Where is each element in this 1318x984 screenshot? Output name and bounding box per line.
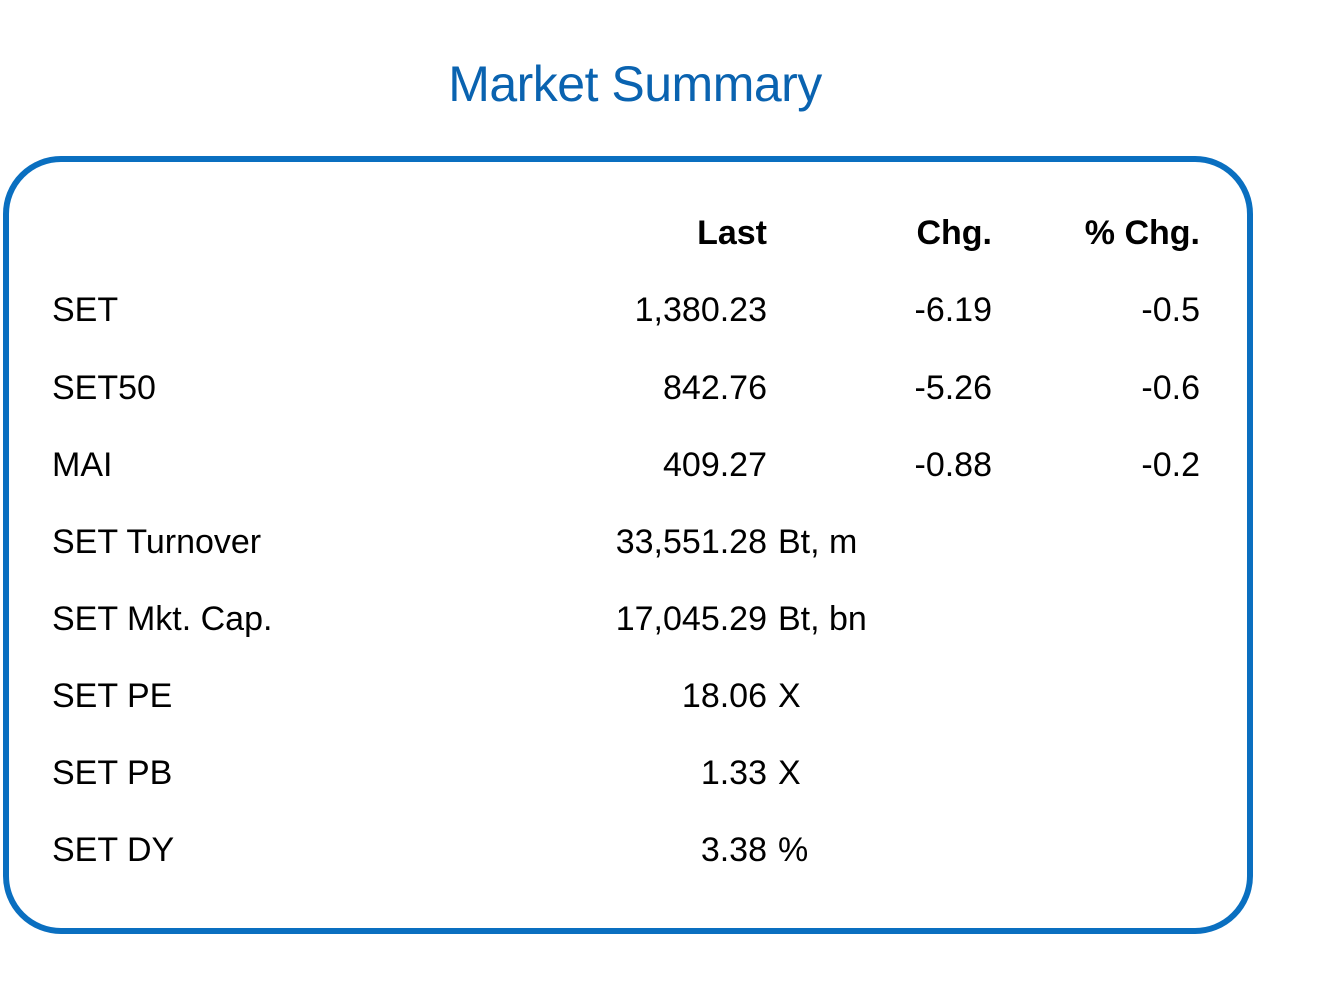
page-title: Market Summary (448, 56, 822, 112)
stat-name: SET PE (52, 677, 173, 715)
stat-unit: X (778, 754, 801, 792)
index-pct-chg: -0.5 (1141, 291, 1200, 329)
stat-value: 17,045.29 (615, 600, 767, 638)
stat-name: SET Mkt. Cap. (52, 600, 273, 638)
stat-value: 18.06 (681, 677, 767, 715)
index-name: SET50 (52, 369, 156, 407)
header-pct-chg: % Chg. (1084, 214, 1200, 252)
stat-name: SET DY (52, 831, 175, 869)
stat-unit: X (778, 677, 801, 715)
stat-value: 33,551.28 (615, 523, 767, 561)
index-pct-chg: -0.6 (1141, 369, 1200, 407)
index-chg: -6.19 (914, 291, 993, 329)
market-summary-panel (3, 156, 1253, 934)
index-name: MAI (52, 446, 113, 484)
stat-value: 3.38 (700, 831, 767, 869)
index-last: 1,380.23 (634, 291, 767, 329)
stat-unit: Bt, bn (778, 600, 867, 638)
index-name: SET (52, 291, 119, 329)
index-last: 842.76 (663, 369, 767, 407)
header-last: Last (697, 214, 767, 252)
stat-value: 1.33 (700, 754, 767, 792)
stat-name: SET PB (52, 754, 173, 792)
index-chg: -5.26 (914, 369, 993, 407)
index-pct-chg: -0.2 (1141, 446, 1200, 484)
stat-unit: Bt, m (778, 523, 858, 561)
index-last: 409.27 (663, 446, 767, 484)
index-chg: -0.88 (914, 446, 993, 484)
stat-name: SET Turnover (52, 523, 262, 561)
header-chg: Chg. (916, 214, 992, 252)
stat-unit: % (778, 831, 809, 869)
